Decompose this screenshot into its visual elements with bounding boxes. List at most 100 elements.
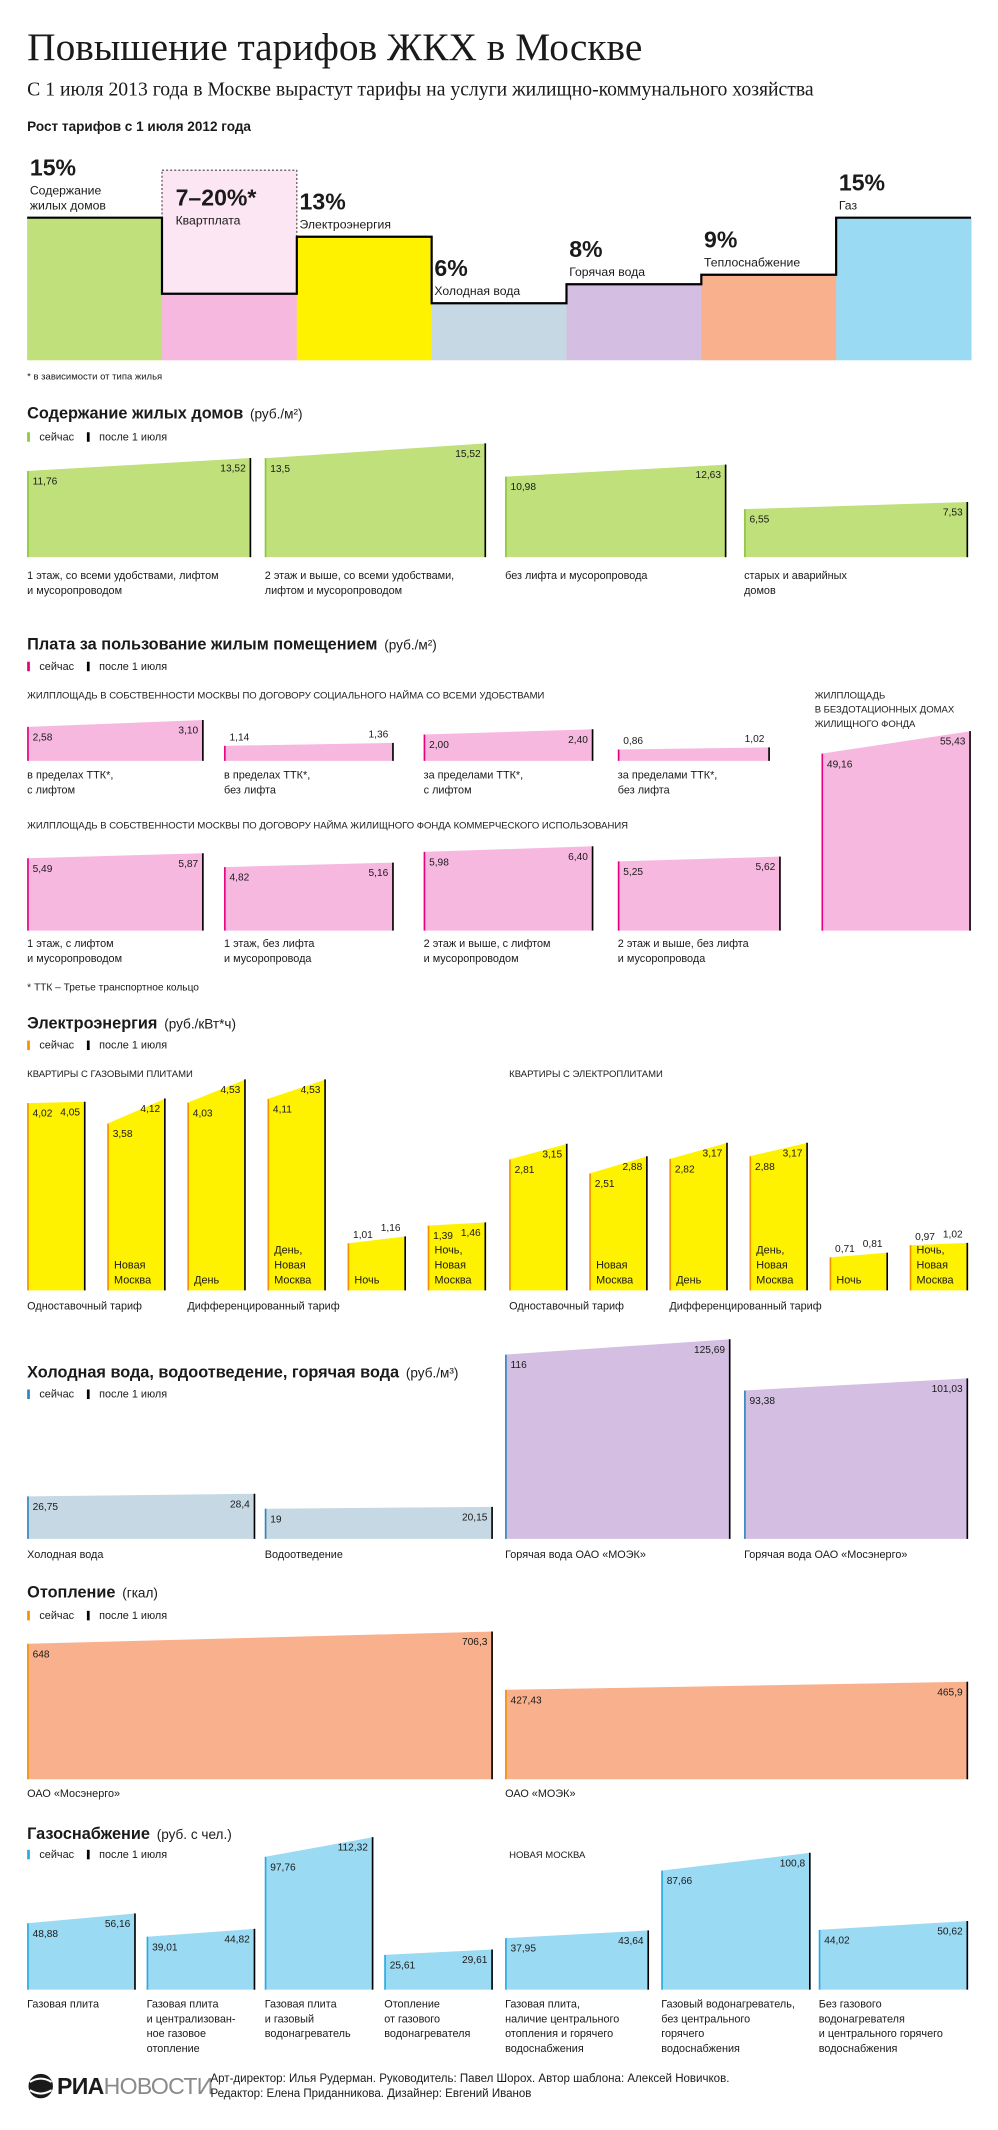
value-label: 101,03 xyxy=(932,1384,963,1395)
tariff-panel xyxy=(27,720,204,761)
group-caption: Дифференцированный тариф xyxy=(187,1300,339,1312)
page-subtitle: С 1 июля 2013 года в Москве вырастут тар… xyxy=(27,79,814,101)
value-label: 15,52 xyxy=(455,449,481,460)
value-label: 2,88 xyxy=(622,1162,642,1173)
tariff-bar xyxy=(27,217,163,361)
value-label: 26,75 xyxy=(33,1502,59,1513)
value-label: 28,4 xyxy=(230,1499,250,1510)
legend-label: сейчас xyxy=(39,661,74,673)
legend-marker xyxy=(27,1849,30,1860)
step-line xyxy=(27,216,971,305)
logo-secondary: НОВОСТИ xyxy=(104,2073,213,2099)
tariff-panel xyxy=(617,747,770,761)
value-label: 3,58 xyxy=(113,1129,133,1140)
panel-inner-label: Новая xyxy=(114,1260,146,1272)
panel-inner-label: День, xyxy=(274,1245,302,1257)
legend-label: сейчас xyxy=(39,1389,74,1401)
panel-label: и центрального горячего xyxy=(819,2028,943,2040)
value-label: 5,16 xyxy=(369,868,389,879)
panel-label: в пределах ТТК*, xyxy=(224,769,310,781)
value-label: 7,53 xyxy=(943,508,963,519)
tariff-panel xyxy=(423,729,594,761)
panel-label: лифтом и мусоропроводом xyxy=(265,585,402,597)
panel-inner-label: День xyxy=(194,1275,219,1287)
group-caption: Одноставочный тариф xyxy=(509,1300,624,1312)
value-label: 5,49 xyxy=(33,864,53,875)
tariff-panel xyxy=(27,1913,136,1990)
value-label: 465,9 xyxy=(937,1687,963,1698)
panel-inner-label: Москва xyxy=(435,1275,473,1287)
value-label: 20,15 xyxy=(462,1512,488,1523)
panel-label: Водоотведение xyxy=(265,1549,343,1561)
tariff-panel xyxy=(505,464,727,558)
value-label: 1,02 xyxy=(943,1229,963,1240)
panel-label: с лифтом xyxy=(27,784,75,796)
tariff-panel xyxy=(744,501,969,558)
panel-label: 2 этаж и выше, со всеми удобствами, xyxy=(265,570,454,582)
value-label: 55,43 xyxy=(940,737,966,748)
panel-inner-label: Москва xyxy=(114,1275,152,1287)
tariff-panel xyxy=(264,443,487,558)
panel-label: и мусоропровода xyxy=(224,953,312,965)
panel-label: без центрального xyxy=(661,2013,750,2025)
section-title-text: Холодная вода, водоотведение, горячая во… xyxy=(27,1363,400,1381)
group-heading: ЖИЛПЛОЩАДЬ В СОБСТВЕННОСТИ МОСКВЫ ПО ДОГ… xyxy=(27,820,628,832)
tariff-panel xyxy=(505,1339,731,1539)
panel-label: Газовая плита xyxy=(265,1998,338,2010)
panel-label: водонагревателя xyxy=(384,2028,470,2040)
legend-marker xyxy=(27,661,30,672)
panel-label: горячего xyxy=(661,2028,704,2040)
group-caption: Одноставочный тариф xyxy=(27,1300,142,1312)
value-label: 5,62 xyxy=(756,862,776,873)
panel-label: домов xyxy=(744,585,776,597)
panel-label: водонагревателя xyxy=(819,2013,905,2025)
value-label: 125,69 xyxy=(694,1345,725,1356)
panel-inner-label: Москва xyxy=(756,1275,794,1287)
value-label: 112,32 xyxy=(338,1843,369,1854)
tariff-panel xyxy=(27,1101,86,1291)
section-unit: (руб. с чел.) xyxy=(157,1827,232,1842)
tariff-bar xyxy=(296,236,433,361)
tariff-panel xyxy=(509,1143,568,1291)
group-caption: Дифференцированный тариф xyxy=(669,1300,821,1312)
section-title-text: Отопление xyxy=(27,1583,115,1601)
panel-label: в пределах ТТК*, xyxy=(27,769,113,781)
value-label: 427,43 xyxy=(511,1695,542,1706)
section-unit: (руб./м²) xyxy=(384,638,437,653)
section-title: Электроэнергия (руб./кВт*ч) xyxy=(27,1014,236,1032)
panel-label: 1 этаж, с лифтом xyxy=(27,938,113,950)
section-title: Отопление (гкал) xyxy=(27,1583,158,1601)
panel-label: Газовая плита xyxy=(27,1998,100,2010)
value-label: 4,82 xyxy=(229,873,249,884)
overview-footnote: * в зависимости от типа жилья xyxy=(27,371,162,382)
value-label: 4,12 xyxy=(140,1104,160,1115)
group-heading: ЖИЛПЛОЩАДЬ В СОБСТВЕННОСТИ МОСКВЫ ПО ДОГ… xyxy=(27,689,544,701)
value-label: 48,88 xyxy=(33,1929,59,1940)
section-title: Содержание жилых домов (руб./м²) xyxy=(27,405,302,423)
panel-label: и газовый xyxy=(265,2013,314,2025)
section-title-text: Электроэнергия xyxy=(27,1014,157,1032)
panel-label: и мусоропровода xyxy=(618,953,706,965)
tariff-percent: 7–20%* xyxy=(176,184,257,210)
legend-label: сейчас xyxy=(39,1610,74,1622)
logo-primary: РИА xyxy=(57,2073,105,2099)
panel-label: Горячая вода ОАО «МОЭК» xyxy=(505,1549,646,1561)
value-label: 5,25 xyxy=(623,867,643,878)
panel-label: Газовая плита, xyxy=(505,1998,580,2010)
tariff-panel xyxy=(146,1928,256,1990)
section-title: Газоснабжение (руб. с чел.) xyxy=(27,1825,232,1843)
legend-marker xyxy=(27,432,30,442)
panel-label: и мусоропроводом xyxy=(27,585,122,597)
legend-marker xyxy=(86,1610,90,1621)
panel-label: ОАО «Мосэнерго» xyxy=(27,1788,120,1800)
panel-inner-label: День, xyxy=(756,1245,784,1257)
panel-label: Без газового xyxy=(819,1998,882,2010)
value-label: 93,38 xyxy=(750,1396,776,1407)
panel-inner-label: Ночь, xyxy=(917,1245,945,1257)
value-label: 0,81 xyxy=(863,1239,883,1250)
tariff-panel xyxy=(744,1378,969,1539)
tariff-bar xyxy=(566,284,702,361)
panel-inner-label: Ночь xyxy=(354,1275,379,1287)
tariff-panel xyxy=(384,1949,493,1990)
panel-label: за пределами ТТК*, xyxy=(424,769,524,781)
